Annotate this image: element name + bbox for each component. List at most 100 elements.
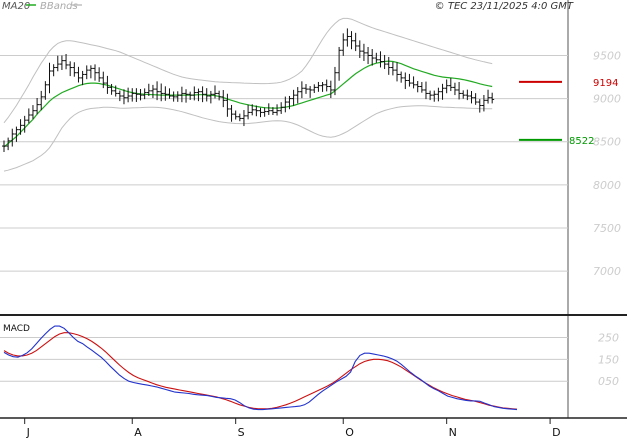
ohlc-bar <box>461 90 466 99</box>
ohlc-bar <box>324 79 329 92</box>
ohlc-bar <box>22 115 27 133</box>
ohlc-bar <box>204 88 209 102</box>
ohlc-bar <box>88 65 93 79</box>
ohlc-bar <box>221 90 226 108</box>
ohlc-bar <box>142 88 147 100</box>
ohlc-bar <box>97 67 102 82</box>
ohlc-bar <box>93 64 98 81</box>
ohlc-bar <box>217 90 222 101</box>
x-month-label: O <box>345 426 354 439</box>
ohlc-bar <box>486 89 491 104</box>
ohlc-bar <box>299 81 304 99</box>
ohlc-bar <box>270 107 275 115</box>
legend-bbands: BBands <box>40 1 78 12</box>
ohlc-bar <box>76 66 81 83</box>
x-month-label: D <box>552 426 560 439</box>
ohlc-bar <box>366 46 371 65</box>
ohlc-bar <box>159 83 164 102</box>
ohlc-bar <box>155 81 160 101</box>
ohlc-bar <box>184 89 189 103</box>
y-tick-label: 9500 <box>593 49 621 62</box>
ohlc-bar <box>212 85 217 99</box>
ohlc-bar <box>419 82 424 93</box>
ohlc-bar <box>200 86 205 103</box>
ohlc-bar <box>382 54 387 70</box>
ohlc-bar <box>138 88 143 101</box>
ohlc-bar <box>287 95 292 110</box>
ohlc-bar <box>84 65 89 80</box>
ohlc-bar <box>415 80 420 93</box>
ohlc-bar <box>266 103 271 115</box>
ohlc-bar <box>262 107 267 117</box>
ohlc-bar <box>130 88 135 102</box>
y-tick-label: 8000 <box>593 179 621 192</box>
ohlc-bar <box>370 49 375 66</box>
ohlc-bar <box>423 81 428 100</box>
ohlc-bar <box>39 90 44 111</box>
ohlc-bar <box>246 104 251 120</box>
ohlc-bar <box>444 79 449 94</box>
ohlc-bar <box>452 82 457 96</box>
ohlc-bar <box>328 80 333 99</box>
ohlc-bar <box>411 76 416 89</box>
ohlc-bar <box>258 107 263 118</box>
ohlc-bar <box>14 126 19 142</box>
ohlc-bar <box>150 84 155 99</box>
ohlc-bar <box>55 55 60 72</box>
ohlc-bar <box>448 78 453 92</box>
ohlc-bar <box>64 53 69 70</box>
ohlc-bar <box>6 137 11 151</box>
price-levels: 9194 8522 <box>519 78 618 147</box>
ohlc-bar <box>403 72 408 90</box>
bband-lower-line <box>3 105 493 172</box>
resistance-label: 9194 <box>593 78 618 89</box>
ohlc-bar <box>117 90 122 102</box>
ohlc-bar <box>72 62 77 77</box>
macd-y-tick-label: 250 <box>598 331 619 344</box>
ohlc-bar <box>208 90 213 104</box>
ohlc-bar <box>196 88 201 102</box>
ohlc-bar <box>229 104 234 122</box>
ohlc-bar <box>225 93 230 117</box>
ohlc-bar <box>179 86 184 103</box>
ohlc-bar <box>279 102 284 114</box>
y-tick-label: 7000 <box>593 265 621 278</box>
ohlc-bar <box>167 88 172 99</box>
ohlc-bar <box>320 82 325 92</box>
ohlc-bar <box>399 71 404 83</box>
ohlc-bar <box>68 61 73 77</box>
macd-panel-label: MACD <box>3 324 30 334</box>
macd-line <box>3 325 518 411</box>
ohlc-bar <box>469 90 474 104</box>
ohlc-bar <box>10 128 15 147</box>
ohlc-bar <box>337 46 342 81</box>
ohlc-bar <box>378 51 383 68</box>
ohlc-bar <box>312 84 317 93</box>
ohlc-bar <box>386 56 391 75</box>
ohlc-bar <box>428 90 433 101</box>
ohlc-bar <box>188 91 193 100</box>
ohlc-bar <box>233 110 238 120</box>
ohlc-bar <box>395 62 400 82</box>
ohlc-bar <box>332 66 337 96</box>
ohlc-bar <box>250 104 255 116</box>
ohlc-bar <box>374 52 379 63</box>
macd-y-tick-label: 050 <box>598 375 619 388</box>
ma20-series <box>3 60 493 148</box>
ohlc-bar <box>316 81 321 92</box>
y-tick-label: 7500 <box>593 222 621 235</box>
ohlc-bar <box>113 85 118 97</box>
legend-ma20: MA20 <box>2 1 30 12</box>
ohlc-bar <box>30 105 35 120</box>
ohlc-bar <box>47 62 52 94</box>
x-month-label: S <box>238 426 245 439</box>
ohlc-bar <box>353 32 358 52</box>
ohlc-bar <box>291 89 296 106</box>
x-month-label: J <box>26 426 30 439</box>
ohlc-bar <box>163 86 168 101</box>
ohlc-bar <box>254 105 259 117</box>
y-tick-label: 9000 <box>593 93 621 106</box>
ohlc-bar <box>304 84 309 94</box>
